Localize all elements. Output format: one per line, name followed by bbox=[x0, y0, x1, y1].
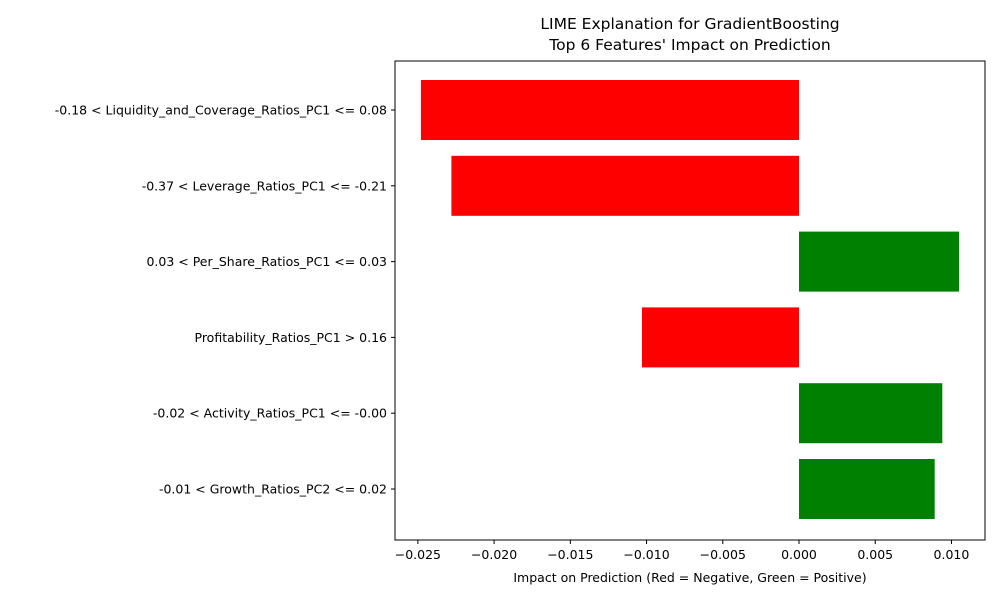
chart-title: LIME Explanation for GradientBoosting bbox=[540, 15, 839, 33]
x-tick-label: 0.000 bbox=[781, 547, 817, 562]
bar-3 bbox=[799, 231, 960, 292]
y-tick-label: -0.18 < Liquidity_and_Coverage_Ratios_PC… bbox=[55, 103, 387, 118]
x-tick-label: −0.005 bbox=[700, 547, 746, 562]
y-tick-label: Profitability_Ratios_PC1 > 0.16 bbox=[195, 330, 388, 345]
x-tick-label: 0.010 bbox=[934, 547, 970, 562]
x-ticks: −0.025 −0.020 −0.015 −0.010 −0.005 0.000 0.005… bbox=[395, 540, 970, 562]
x-tick-label: 0.005 bbox=[857, 547, 893, 562]
y-tick-label: 0.03 < Per_Share_Ratios_PC1 <= 0.03 bbox=[146, 254, 387, 269]
x-tick-label: −0.020 bbox=[471, 547, 517, 562]
bar-5 bbox=[799, 383, 943, 444]
bar-4 bbox=[641, 307, 800, 368]
y-tick-label: -0.02 < Activity_Ratios_PC1 <= -0.00 bbox=[153, 406, 387, 421]
bars-group bbox=[420, 80, 960, 519]
x-axis-label: Impact on Prediction (Red = Negative, Gr… bbox=[513, 570, 866, 585]
chart-subtitle: Top 6 Features' Impact on Prediction bbox=[548, 36, 830, 54]
x-tick-label: −0.025 bbox=[395, 547, 441, 562]
bar-6 bbox=[799, 459, 935, 519]
y-tick-labels: -0.18 < Liquidity_and_Coverage_Ratios_PC… bbox=[55, 103, 395, 497]
x-tick-label: −0.010 bbox=[623, 547, 669, 562]
x-tick-label: −0.015 bbox=[547, 547, 593, 562]
y-tick-label: -0.37 < Leverage_Ratios_PC1 <= -0.21 bbox=[142, 178, 387, 193]
y-tick-label: -0.01 < Growth_Ratios_PC2 <= 0.02 bbox=[159, 482, 387, 497]
plot-frame bbox=[394, 60, 986, 541]
bar-2 bbox=[451, 155, 800, 216]
bar-1 bbox=[420, 80, 800, 140]
